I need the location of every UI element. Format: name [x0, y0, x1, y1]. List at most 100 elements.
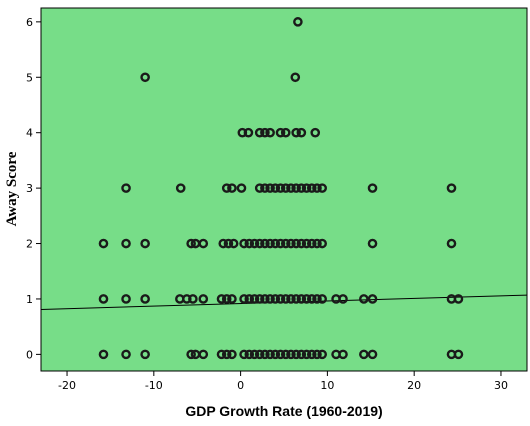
- data-point: [280, 349, 291, 360]
- data-point: [239, 294, 249, 304]
- data-point: [260, 127, 270, 138]
- data-point: [275, 349, 286, 360]
- data-point: [98, 294, 109, 304]
- data-point: [290, 72, 301, 83]
- data-point: [312, 294, 322, 304]
- data-point: [239, 349, 249, 360]
- data-point: [291, 183, 301, 193]
- chart-marks: [40, 17, 528, 360]
- data-point: [228, 238, 239, 249]
- data-point: [244, 238, 255, 249]
- data-point: [140, 238, 150, 249]
- data-point: [338, 294, 348, 304]
- data-point: [221, 183, 232, 193]
- data-point: [275, 127, 286, 138]
- data-point: [227, 183, 237, 193]
- data-point: [216, 349, 227, 360]
- data-point: [221, 294, 232, 304]
- data-point: [280, 238, 291, 249]
- data-point: [286, 183, 296, 193]
- data-point: [198, 294, 209, 304]
- data-point: [312, 183, 322, 193]
- data-point: [188, 294, 198, 304]
- data-point: [254, 294, 265, 304]
- x-tick-label: 0: [237, 379, 244, 392]
- data-point: [98, 349, 109, 360]
- data-point: [367, 183, 378, 193]
- y-tick-label: 4: [26, 127, 33, 140]
- data-point: [293, 17, 303, 27]
- data-point: [280, 183, 291, 193]
- y-tick-label: 0: [26, 348, 33, 361]
- data-point: [260, 238, 270, 249]
- data-point: [243, 127, 254, 138]
- data-point: [275, 183, 286, 193]
- data-point: [198, 238, 209, 249]
- data-point: [359, 294, 369, 304]
- data-point: [227, 294, 237, 304]
- data-point: [286, 238, 296, 249]
- data-point: [121, 294, 131, 304]
- data-point: [286, 294, 296, 304]
- data-point: [367, 238, 378, 249]
- y-axis-title: Away Score: [4, 151, 20, 226]
- y-tick-label: 5: [26, 71, 33, 84]
- data-point: [301, 183, 312, 193]
- data-point: [254, 127, 265, 138]
- data-point: [296, 183, 307, 193]
- data-point: [254, 238, 265, 249]
- data-point: [317, 183, 327, 193]
- data-point: [312, 238, 322, 249]
- data-point: [249, 238, 260, 249]
- data-point: [227, 349, 237, 360]
- data-point: [249, 294, 260, 304]
- data-point: [317, 294, 327, 304]
- x-tick-label: 30: [494, 379, 508, 392]
- data-point: [265, 349, 275, 360]
- data-point: [260, 349, 270, 360]
- data-point: [296, 127, 307, 138]
- data-point: [312, 349, 322, 360]
- data-point: [140, 349, 150, 360]
- data-point: [218, 238, 229, 249]
- data-point: [306, 349, 317, 360]
- data-point: [236, 183, 247, 193]
- x-tick-label: 20: [407, 379, 421, 392]
- data-point: [291, 238, 301, 249]
- data-point: [367, 294, 378, 304]
- data-point: [221, 349, 232, 360]
- data-point: [244, 349, 255, 360]
- data-point: [265, 183, 275, 193]
- data-point: [453, 294, 464, 304]
- data-point: [198, 349, 209, 360]
- data-point: [186, 238, 196, 249]
- data-point: [359, 349, 369, 360]
- data-point: [306, 238, 317, 249]
- data-point: [275, 238, 286, 249]
- data-point: [291, 294, 301, 304]
- plot-frame: [40, 7, 528, 372]
- data-point: [270, 238, 281, 249]
- data-point: [296, 349, 307, 360]
- y-tick-label: 1: [26, 293, 33, 306]
- data-point: [296, 238, 307, 249]
- data-point: [121, 183, 131, 193]
- data-point: [301, 294, 312, 304]
- data-point: [338, 349, 348, 360]
- data-point: [186, 349, 196, 360]
- data-point: [306, 183, 317, 193]
- x-tick-label: -20: [58, 379, 76, 392]
- y-tick-label: 6: [26, 16, 33, 29]
- y-tick-label: 2: [26, 238, 33, 251]
- data-point: [140, 294, 150, 304]
- data-point: [301, 349, 312, 360]
- data-point: [301, 238, 312, 249]
- data-point: [291, 349, 301, 360]
- data-point: [265, 127, 275, 138]
- data-point: [296, 294, 307, 304]
- data-point: [216, 294, 227, 304]
- y-tick-label: 3: [26, 182, 33, 195]
- data-point: [310, 127, 321, 138]
- x-tick-label: 10: [320, 379, 334, 392]
